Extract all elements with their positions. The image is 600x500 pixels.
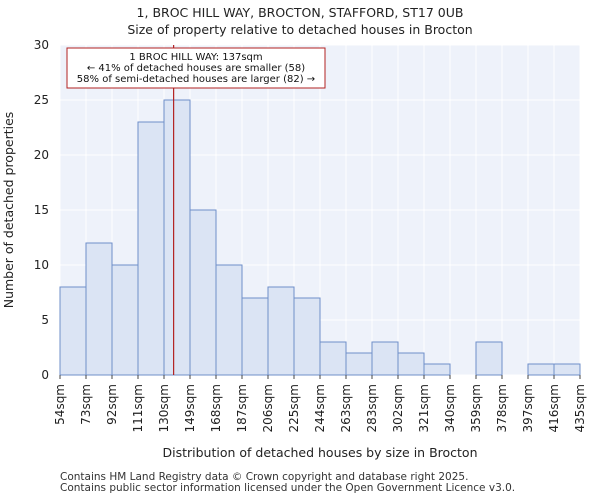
annotation-line-1: 1 BROC HILL WAY: 137sqm [129,52,262,63]
y-tick-label: 10 [34,258,49,272]
x-tick-label: 54sqm [53,384,67,425]
x-tick-label: 244sqm [313,384,327,432]
bar-168sqm [215,264,243,376]
y-tick-label: 5 [41,313,49,327]
bar-302sqm [397,352,425,376]
footer: Contains HM Land Registry data © Crown c… [60,472,515,494]
x-tick-label: 416sqm [547,384,561,432]
x-axis-title: Distribution of detached houses by size … [163,445,478,460]
bar-225sqm [293,297,321,376]
bar-73sqm [85,242,113,376]
bar-283sqm [371,341,399,376]
x-tick-label: 130sqm [157,384,171,432]
bar-130sqm [163,99,191,376]
x-tick-label: 263sqm [339,384,353,432]
bar-321sqm [423,363,451,376]
x-tick-label: 92sqm [105,384,119,425]
annotation-box: 1 BROC HILL WAY: 137sqm ← 41% of detache… [66,47,326,89]
bar-54sqm [59,286,87,376]
x-tick-label: 340sqm [443,384,457,432]
bar-206sqm [267,286,295,376]
y-tick-label: 20 [34,148,49,162]
y-tick-label: 0 [41,368,49,382]
bar-92sqm [111,264,139,376]
y-tick-label: 15 [34,203,49,217]
bar-149sqm [189,209,217,376]
bar-263sqm [345,352,373,376]
x-tick-label: 111sqm [131,384,145,432]
x-tick-label: 187sqm [235,384,249,432]
x-tick-label: 359sqm [469,384,483,432]
x-tick-label: 149sqm [183,384,197,432]
x-tick-label: 206sqm [261,384,275,432]
title-line-2: Size of property relative to detached ho… [127,22,473,37]
y-tick-label: 30 [34,38,49,52]
bar-244sqm [319,341,347,376]
y-tick-label: 25 [34,93,49,107]
footer-line-2: Contains public sector information licen… [60,482,516,494]
x-tick-label: 321sqm [417,384,431,432]
annotation-border [66,47,326,89]
y-axis-title: Number of detached properties [1,112,16,309]
bars [59,99,581,376]
x-tick-label: 225sqm [287,384,301,432]
axes: 0 5 10 15 20 25 30 54sqm 73sqm 92sqm 111sqm 130sqm 1… [34,38,587,432]
chart-title: 1, BROC HILL WAY, BROCTON, STAFFORD, ST1… [0,4,600,38]
x-tick-label: 435sqm [573,384,587,432]
annotation-line-2: ← 41% of detached houses are smaller (58… [87,63,305,74]
bar-111sqm [137,121,165,376]
x-tick-label: 378sqm [495,384,509,432]
bar-397sqm [527,363,555,376]
bar-187sqm [241,297,269,376]
bar-416sqm [553,363,581,376]
x-tick-label: 168sqm [209,384,223,432]
x-tick-label: 73sqm [79,384,93,425]
annotation-line-3: 58% of semi-detached houses are larger (… [77,74,315,85]
x-tick-label: 397sqm [521,384,535,432]
x-tick-label: 302sqm [391,384,405,432]
footer-line-1: Contains HM Land Registry data © Crown c… [60,471,469,483]
bar-359sqm [475,341,503,376]
x-tick-label: 283sqm [365,384,379,432]
title-line-1: 1, BROC HILL WAY, BROCTON, STAFFORD, ST1… [136,5,464,20]
